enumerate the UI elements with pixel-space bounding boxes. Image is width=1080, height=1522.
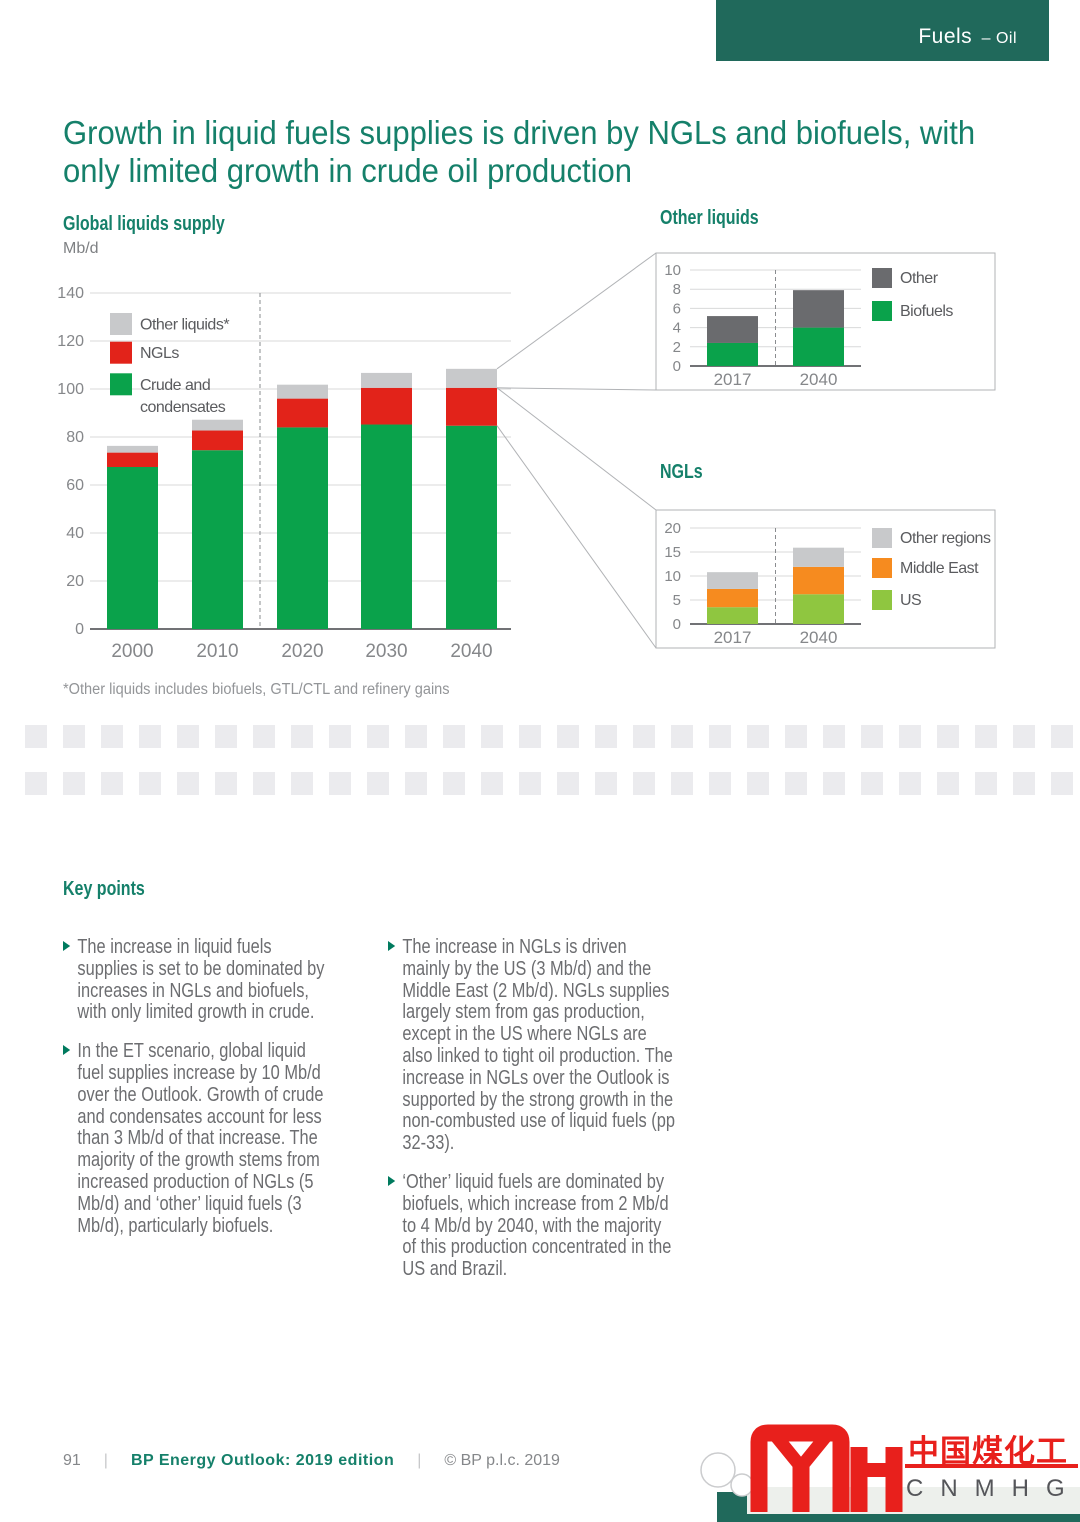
svg-text:2010: 2010 — [196, 641, 238, 662]
page-title: Growth in liquid fuels supplies is drive… — [63, 114, 976, 189]
doodle-icon — [700, 1452, 736, 1488]
svg-text:2040: 2040 — [800, 628, 838, 647]
page-number: 91 — [63, 1452, 81, 1469]
redacted-strip-1 — [25, 725, 1073, 748]
svg-text:2030: 2030 — [365, 641, 407, 662]
key-point-text: The increase in NGLs is driven mainly by… — [402, 935, 675, 1155]
key-point-text: The increase in liquid fuels supplies is… — [77, 935, 325, 1024]
svg-text:5: 5 — [673, 592, 681, 609]
svg-text:0: 0 — [75, 621, 84, 638]
key-point-text: In the ET scenario, global liquid fuel s… — [77, 1039, 324, 1237]
svg-text:2017: 2017 — [714, 628, 752, 647]
svg-text:Crude and: Crude and — [140, 377, 210, 394]
main-chart-unit: Mb/d — [63, 240, 99, 257]
header-topic-label: – Oil — [981, 30, 1017, 47]
main-chart-title: Global liquids supply — [63, 213, 225, 235]
svg-text:10: 10 — [664, 262, 681, 279]
ngls-title: NGLs — [660, 461, 703, 483]
svg-text:Other regions: Other regions — [900, 530, 991, 547]
svg-text:6: 6 — [673, 300, 681, 317]
svg-text:120: 120 — [57, 333, 84, 350]
footnote: *Other liquids includes biofuels, GTL/CT… — [63, 681, 450, 698]
key-point-item: The increase in liquid fuels supplies is… — [63, 936, 335, 1023]
key-point-text: ‘Other’ liquid fuels are dominated by bi… — [402, 1169, 672, 1281]
svg-text:10: 10 — [664, 568, 681, 585]
svg-text:8: 8 — [673, 281, 681, 298]
bullet-icon — [63, 941, 71, 951]
key-points-heading: Key points — [63, 878, 145, 900]
key-point-item: The increase in NGLs is driven mainly by… — [388, 936, 678, 1154]
svg-text:100: 100 — [57, 381, 84, 398]
svg-text:2017: 2017 — [714, 370, 752, 389]
svg-text:0: 0 — [673, 616, 681, 633]
bullet-icon — [388, 941, 396, 951]
footer-copyright: © BP p.l.c. 2019 — [444, 1452, 560, 1469]
doodle-icon-2 — [730, 1473, 754, 1497]
header-section-label: Fuels — [918, 25, 973, 48]
svg-text:2020: 2020 — [281, 641, 323, 662]
key-points-right-column: The increase in NGLs is driven mainly by… — [388, 936, 678, 1297]
key-points-left-column: The increase in liquid fuels supplies is… — [63, 936, 335, 1253]
svg-text:Middle East: Middle East — [900, 560, 979, 577]
key-point-item: ‘Other’ liquid fuels are dominated by bi… — [388, 1171, 678, 1280]
svg-text:Biofuels: Biofuels — [900, 303, 953, 320]
svg-text:US: US — [900, 592, 921, 609]
logo-chinese-text: 中国煤化工 — [908, 1434, 1068, 1469]
footer-edition: BP Energy Outlook: 2019 edition — [130, 1452, 395, 1469]
svg-text:2040: 2040 — [800, 370, 838, 389]
svg-text:2000: 2000 — [111, 641, 153, 662]
svg-text:Other: Other — [900, 270, 939, 287]
svg-text:15: 15 — [664, 544, 681, 561]
bullet-icon — [63, 1045, 71, 1056]
logo-red-underline — [905, 1464, 1078, 1468]
logo-latin-text: CNMHG — [906, 1475, 1080, 1502]
svg-text:4: 4 — [673, 320, 681, 337]
svg-text:condensates: condensates — [140, 399, 226, 416]
page-footer: 91 | BP Energy Outlook: 2019 edition | © BP … — [63, 1452, 560, 1469]
mh-logo — [700, 1424, 903, 1512]
svg-text:40: 40 — [66, 525, 84, 542]
redacted-strip-2 — [25, 772, 1073, 795]
svg-text:0: 0 — [673, 358, 681, 375]
bullet-icon — [388, 1175, 396, 1186]
svg-text:Other liquids*: Other liquids* — [140, 317, 229, 334]
other-liquids-title: Other liquids — [660, 207, 759, 229]
svg-text:20: 20 — [66, 573, 84, 590]
key-point-item: In the ET scenario, global liquid fuel s… — [63, 1040, 335, 1236]
header-band: Fuels – Oil — [716, 0, 1049, 61]
svg-text:140: 140 — [57, 285, 84, 302]
svg-text:60: 60 — [66, 477, 84, 494]
svg-text:80: 80 — [66, 429, 84, 446]
svg-text:NGLs: NGLs — [140, 345, 179, 362]
svg-text:2040: 2040 — [450, 641, 492, 662]
svg-text:20: 20 — [664, 520, 681, 537]
svg-text:2: 2 — [673, 339, 681, 356]
logo-m-stroke — [750, 1424, 850, 1512]
